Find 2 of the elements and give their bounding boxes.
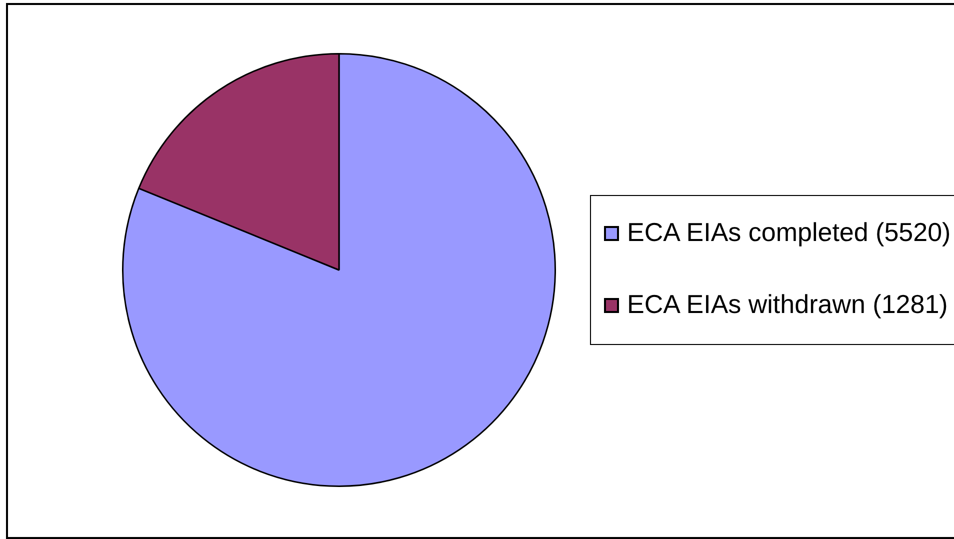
legend-label: ECA EIAs withdrawn (1281) [627, 288, 948, 320]
legend-label: ECA EIAs completed (5520) [627, 216, 951, 248]
